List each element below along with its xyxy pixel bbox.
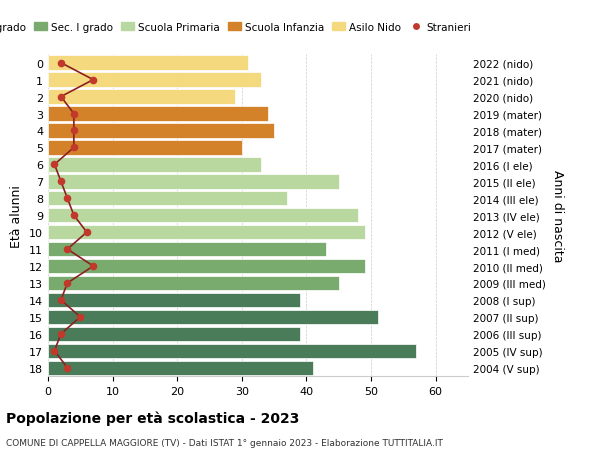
- Bar: [48, 225, 365, 240]
- Point: [62, 280, 72, 287]
- Bar: [48, 192, 287, 206]
- Bar: [48, 242, 326, 257]
- Bar: [48, 276, 339, 291]
- Point: [56, 297, 66, 304]
- Bar: [48, 327, 300, 341]
- Point: [69, 128, 79, 135]
- Bar: [48, 158, 261, 172]
- Bar: [48, 175, 339, 189]
- Point: [50, 347, 59, 355]
- Bar: [48, 361, 313, 375]
- Point: [62, 246, 72, 253]
- Point: [50, 161, 59, 168]
- Point: [69, 145, 79, 152]
- Point: [69, 111, 79, 118]
- Point: [82, 229, 92, 236]
- Bar: [48, 344, 416, 358]
- Legend: Sec. II grado, Sec. I grado, Scuola Primaria, Scuola Infanzia, Asilo Nido, Stran: Sec. II grado, Sec. I grado, Scuola Prim…: [0, 18, 475, 37]
- Text: COMUNE DI CAPPELLA MAGGIORE (TV) - Dati ISTAT 1° gennaio 2023 - Elaborazione TUT: COMUNE DI CAPPELLA MAGGIORE (TV) - Dati …: [6, 438, 443, 448]
- Point: [88, 263, 98, 270]
- Bar: [48, 310, 377, 325]
- Point: [56, 94, 66, 101]
- Bar: [48, 259, 365, 274]
- Bar: [48, 56, 248, 71]
- Point: [76, 313, 85, 321]
- Bar: [48, 124, 274, 138]
- Bar: [48, 73, 261, 88]
- Point: [62, 364, 72, 372]
- Text: Popolazione per età scolastica - 2023: Popolazione per età scolastica - 2023: [6, 411, 299, 425]
- Point: [56, 178, 66, 185]
- Point: [69, 212, 79, 219]
- Bar: [48, 293, 300, 308]
- Point: [56, 60, 66, 67]
- Point: [56, 330, 66, 338]
- Point: [88, 77, 98, 84]
- Bar: [48, 107, 268, 122]
- Bar: [48, 208, 358, 223]
- Bar: [48, 90, 235, 105]
- Point: [62, 195, 72, 202]
- Bar: [48, 141, 242, 155]
- Y-axis label: Età alunni: Età alunni: [10, 185, 23, 247]
- Y-axis label: Anni di nascita: Anni di nascita: [551, 169, 564, 262]
